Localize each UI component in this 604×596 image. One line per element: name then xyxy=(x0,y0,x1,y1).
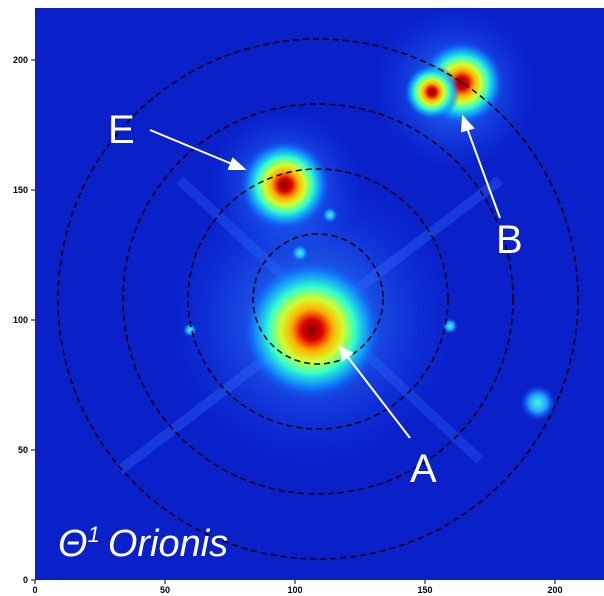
y-tick-label: 0 xyxy=(23,575,28,585)
y-tick-label: 50 xyxy=(18,445,28,455)
x-tick-label: 150 xyxy=(417,585,432,595)
y-tick-label: 100 xyxy=(13,315,28,325)
caption-superscript: 1 xyxy=(88,522,100,547)
x-tick-label: 100 xyxy=(287,585,302,595)
label: A xyxy=(410,447,437,491)
caption: Θ1 Orionis xyxy=(58,522,228,565)
x-tick-label: 200 xyxy=(547,585,562,595)
figure: E B A Θ1 Orionis 0 50 100 150 200 0 50 100 150 200 xyxy=(0,0,604,596)
y-tick-label: 150 xyxy=(13,185,28,195)
label: B xyxy=(496,218,523,262)
y-tick-label: 200 xyxy=(13,55,28,65)
label: E xyxy=(108,108,135,152)
caption-name: Orionis xyxy=(108,523,228,565)
caption-symbol: Θ xyxy=(58,523,88,565)
x-tick-label: 0 xyxy=(32,585,37,595)
x-tick-label: 50 xyxy=(160,585,170,595)
